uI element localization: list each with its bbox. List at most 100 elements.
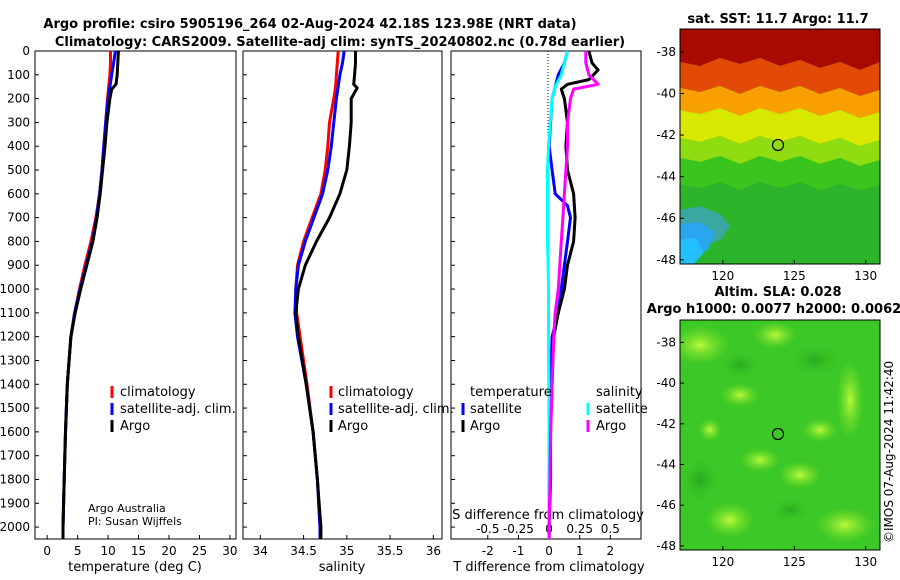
map-x-tick-label: 120 — [711, 555, 734, 569]
sst-map-axes: 120 125 130 -38 -40 -42 -44 -46 -48 — [656, 45, 877, 283]
figure-title-line1: Argo profile: csiro 5905196_264 02-Aug-2… — [43, 17, 576, 32]
legend-title-salinity: salinity — [596, 385, 643, 400]
depth-tick-label: 2000 — [0, 520, 30, 534]
sst-map-title: sat. SST: 11.7 Argo: 11.7 — [687, 12, 868, 27]
depth-tick-label: 1200 — [0, 330, 30, 344]
temperature-x-axis: 0 5 10 15 20 25 30 — [43, 535, 238, 558]
map-y-tick-label: -38 — [656, 45, 676, 59]
temperature-x-tick-label: 20 — [161, 544, 176, 558]
legend-label-satellite-clim: satellite-adj. clim. — [338, 402, 454, 417]
depth-axis: 0 100 200 300 400 500 600 700 800 900 1000 1100 1200… — [0, 44, 455, 534]
difference-panel-frame — [450, 50, 642, 540]
sst-map-image — [680, 29, 880, 264]
temperature-panel-frame — [34, 50, 237, 540]
temperature-x-tick-label: 5 — [74, 544, 82, 558]
difference-x-tick-label: -2 — [482, 544, 494, 558]
depth-tick-label: 1500 — [0, 401, 30, 415]
map-x-tick-label: 125 — [783, 269, 806, 283]
salinity-legend: climatology satellite-adj. clim. Argo — [329, 385, 454, 434]
depth-tick-label: 900 — [7, 258, 30, 272]
map-y-tick-label: -40 — [656, 376, 676, 390]
sla-map-image — [680, 320, 880, 550]
legend-label-climatology: climatology — [120, 385, 196, 400]
sla-map-frame — [679, 319, 881, 551]
sst-argo-marker — [771, 138, 785, 152]
temperature-x-tick-label: 15 — [131, 544, 146, 558]
map-y-tick-label: -40 — [656, 86, 676, 100]
sla-map-axes: 120 125 130 -38 -40 -42 -44 -46 -48 — [656, 335, 877, 569]
difference-x-tick-label: 2 — [607, 544, 615, 558]
depth-tick-label: 200 — [7, 92, 30, 106]
depth-tick-label: 800 — [7, 234, 30, 248]
depth-tick-label: 1300 — [0, 353, 30, 367]
temperature-series — [61, 51, 120, 539]
temperature-x-tick-label: 10 — [100, 544, 115, 558]
depth-tick-label: 400 — [7, 139, 30, 153]
salinity-x-axis: 34 34.5 35 35.5 36 — [253, 535, 441, 558]
credit-line1: Argo Australia — [88, 502, 166, 515]
difference-s-tick-label: -0.5 — [476, 522, 499, 536]
legend-label-t-satellite: satellite — [470, 402, 522, 417]
salinity-x-tick-label: 34 — [253, 544, 268, 558]
temperature-x-tick-label: 25 — [192, 544, 207, 558]
series-argo — [61, 51, 120, 539]
depth-tick-label: 100 — [7, 68, 30, 82]
map-x-tick-label: 120 — [711, 269, 734, 283]
map-y-tick-label: -46 — [656, 498, 676, 512]
series-s-satellite — [546, 51, 569, 539]
difference-s-tick-label: -0.25 — [503, 522, 534, 536]
temperature-xlabel: temperature (deg C) — [68, 560, 202, 575]
sst-map-frame — [679, 28, 881, 265]
depth-tick-label: 1700 — [0, 449, 30, 463]
difference-x-tick-label: -1 — [512, 544, 524, 558]
depth-tick-label: 1400 — [0, 377, 30, 391]
depth-tick-label: 1600 — [0, 425, 30, 439]
salinity-x-tick-label: 35 — [339, 544, 354, 558]
temperature-x-tick-label: 30 — [222, 544, 237, 558]
map-x-tick-label: 125 — [783, 555, 806, 569]
temperature-legend: climatology satellite-adj. clim. Argo — [110, 385, 236, 434]
depth-tick-label: 500 — [7, 163, 30, 177]
difference-xlabel: T difference from climatology — [452, 560, 645, 575]
series-climatology — [61, 51, 112, 539]
depth-tick-label: 300 — [7, 115, 30, 129]
map-y-tick-label: -48 — [656, 539, 676, 553]
salinity-x-tick-label: 35.5 — [377, 544, 404, 558]
sla-map-title-line2: Argo h1000: 0.0077 h2000: 0.0062 — [647, 302, 900, 317]
depth-tick-label: 1100 — [0, 306, 30, 320]
legend-label-satellite-clim: satellite-adj. clim. — [120, 402, 236, 417]
figure-title-line2: Climatology: CARS2009. Satellite-adj cli… — [55, 35, 625, 50]
legend-label-t-argo: Argo — [470, 419, 500, 434]
map-y-tick-label: -44 — [656, 170, 676, 184]
legend-label-s-argo: Argo — [596, 419, 626, 434]
depth-tick-label: 0 — [22, 44, 30, 58]
salinity-series — [293, 51, 359, 539]
salinity-x-tick-label: 34.5 — [290, 544, 317, 558]
watermark: ©IMOS 07-Aug-2024 11:42:40 — [882, 361, 896, 543]
legend-label-s-satellite: satellite — [596, 402, 648, 417]
depth-tick-label: 1000 — [0, 282, 30, 296]
depth-tick-label: 1900 — [0, 496, 30, 510]
legend-label-climatology: climatology — [338, 385, 414, 400]
map-x-tick-label: 130 — [854, 555, 877, 569]
map-y-tick-label: -46 — [656, 211, 676, 225]
legend-label-argo: Argo — [120, 419, 150, 434]
series-argo — [294, 51, 359, 539]
map-y-tick-label: -42 — [656, 417, 676, 431]
series-satellite-adj-clim- — [293, 51, 346, 539]
depth-tick-label: 1800 — [0, 472, 30, 486]
salinity-xlabel: salinity — [319, 560, 366, 575]
map-y-tick-label: -42 — [656, 128, 676, 142]
map-x-tick-label: 130 — [854, 269, 877, 283]
credit-line2: PI: Susan Wijffels — [88, 515, 182, 528]
difference-s-tick-label: 0.25 — [566, 522, 593, 536]
sla-map-title-line1: Altim. SLA: 0.028 — [715, 285, 842, 300]
map-y-tick-label: -38 — [656, 335, 676, 349]
legend-title-temperature: temperature — [470, 385, 552, 400]
depth-tick-label: 600 — [7, 187, 30, 201]
difference-s-tick-label: 0.5 — [601, 522, 620, 536]
difference-x-tick-label: 0 — [545, 544, 553, 558]
depth-tick-label: 700 — [7, 211, 30, 225]
salinity-x-tick-label: 36 — [426, 544, 441, 558]
